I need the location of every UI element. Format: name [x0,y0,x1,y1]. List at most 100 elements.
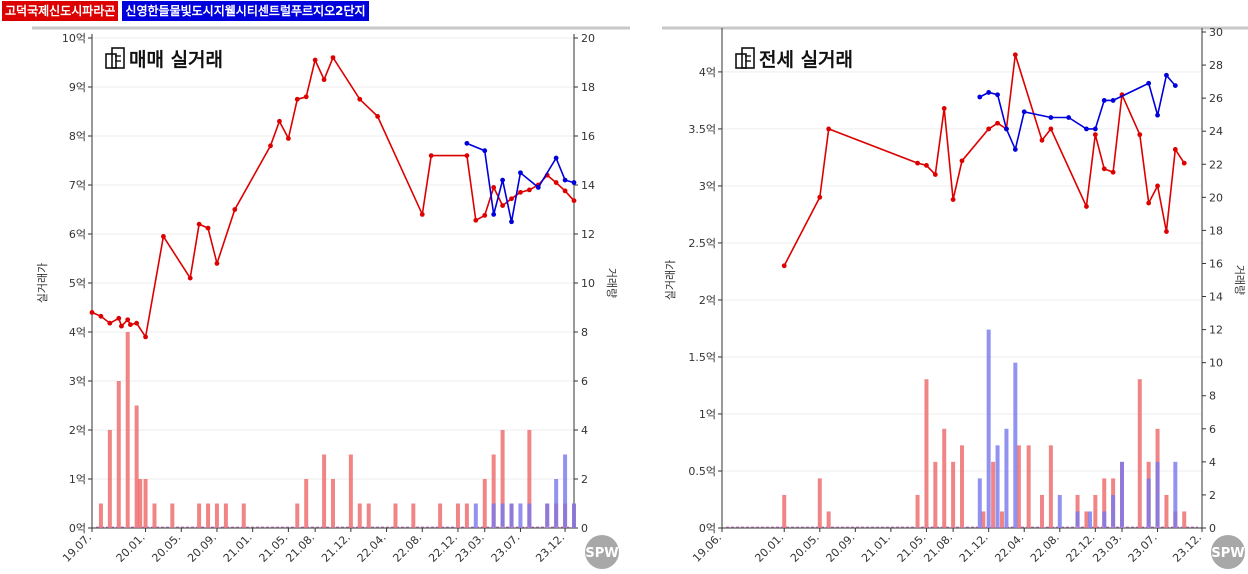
price-point [1181,160,1187,166]
volume-bar [125,332,130,528]
y2-tick-label: 10 [581,277,595,290]
price-point [1084,126,1089,132]
legend-item-jiwell[interactable]: 신영한들물빛도시지웰시티센트럴푸르지오2단지 [122,1,369,21]
volume-bar [1102,511,1107,528]
price-point [285,136,291,141]
x-tick-label: 19.07. [60,531,94,565]
price-point [232,207,238,212]
price-point [562,188,568,194]
price-point [1092,126,1098,132]
jeonse-chart: 0억0.5억1억1.5억2억2.5억3억3.5억4억02468101214161… [662,26,1248,569]
building-icon [735,47,755,69]
price-point [1155,112,1160,118]
price-point [509,219,514,225]
volume-bar [563,454,568,528]
price-point [1012,147,1018,152]
price-point [950,197,956,203]
x-tick-label: 22.08. [390,531,424,565]
price-point [1084,204,1089,209]
y-tick-label: 2.5억 [688,237,716,250]
volume-bar [455,503,460,528]
volume-bar [500,503,505,528]
price-point [1164,72,1169,78]
y-tick-label: 2억 [69,424,86,437]
y-tick-label: 0억 [69,522,86,535]
volume-bar [1075,511,1080,528]
y-tick-label: 4억 [699,66,716,79]
volume-bar [98,503,103,528]
y2-tick-label: 16 [581,130,595,143]
y2-tick-label: 14 [1209,291,1223,304]
volume-bar [241,503,246,528]
volume-bar [1000,511,1004,528]
price-point [1004,126,1009,132]
volume-bar [366,503,371,528]
price-point [312,57,318,63]
y-tick-label: 5억 [69,277,86,290]
price-point [1066,115,1072,120]
volume-bar [1173,461,1178,528]
price-point [500,177,505,183]
price-point [464,153,470,159]
x-tick-label: 23.07. [489,531,523,565]
volume-bar [411,503,416,528]
y-tick-label: 3억 [69,375,86,388]
volume-bar [1182,511,1187,528]
volume-bar [1120,461,1124,528]
price-point [1155,183,1160,189]
x-tick-label: 22.04. [355,531,389,565]
building-icon [105,47,125,69]
y-tick-label: 6억 [69,228,86,241]
volume-bar [1040,494,1044,528]
y-tick-label: 0.5억 [688,465,716,478]
x-tick-label: 20.09. [185,531,219,565]
chart-title: 매매 실거래 [129,49,223,71]
price-point [924,163,929,168]
volume-bar [782,494,787,528]
price-point [1101,98,1107,103]
volume-bar [322,454,327,528]
x-tick-label: 20.05. [149,531,183,565]
volume-bar [817,478,822,528]
y2-tick-label: 18 [1209,224,1223,237]
price-point [1048,126,1054,132]
volume-bar [223,503,228,528]
price-point [1172,83,1178,88]
legend: 고덕국제신도시파라곤 신영한들물빛도시지웰시티센트럴푸르지오2단지 [2,1,369,21]
x-tick-label: 21.01. [221,531,255,565]
y-tick-label: 7억 [69,179,86,192]
price-line-0 [783,54,1185,267]
y2-tick-label: 12 [1209,324,1223,337]
price-point [1012,52,1018,58]
volume-bar [981,511,986,528]
price-point [187,275,193,281]
legend-item-paragon[interactable]: 고덕국제신도시파라곤 [2,1,119,21]
price-point [986,126,992,132]
volume-bar [304,479,309,528]
x-tick-label: 22.08. [1028,531,1062,565]
price-point [464,140,470,146]
price-point [1101,166,1107,172]
x-tick-label: 21.01. [859,531,893,565]
price-point [98,313,104,319]
price-point [941,105,947,111]
y2-tick-label: 20 [1209,191,1223,204]
y2-tick-label: 14 [581,179,595,192]
chart-title: 전세 실거래 [759,49,853,71]
volume-bar [500,430,505,528]
price-point [214,261,220,266]
y2-tick-label: 12 [581,228,595,241]
y2-tick-label: 0 [1209,522,1216,535]
price-point [932,172,938,177]
price-point [553,180,559,185]
volume-bar [826,511,831,528]
volume-series-1 [977,329,1178,528]
price-point [562,177,568,183]
y2-tick-label: 8 [1209,390,1216,403]
volume-bar [915,494,920,528]
volume-bar [1016,445,1021,528]
price-point [535,185,541,190]
volume-bar [331,479,335,528]
volume-bar [951,461,956,528]
price-point [119,323,124,329]
